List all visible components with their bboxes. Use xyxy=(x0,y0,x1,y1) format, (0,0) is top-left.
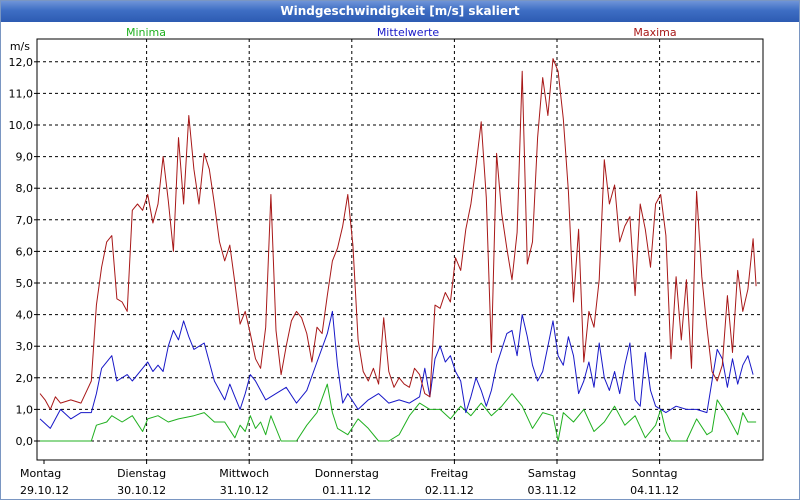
x-tick-day-0: Montag xyxy=(20,467,61,480)
series-maxima-line xyxy=(39,58,757,410)
x-tick-date-1: 30.10.12 xyxy=(117,484,166,497)
vertical-gridlines xyxy=(146,39,661,460)
y-axis-label: m/s xyxy=(10,40,30,53)
legend-maxima: Maxima xyxy=(633,26,676,39)
x-tick-date-5: 03.11.12 xyxy=(528,484,577,497)
x-tick-day-3: Donnerstag xyxy=(315,467,379,480)
horizontal-gridlines xyxy=(37,61,763,442)
y-tick-label-9: 9,0 xyxy=(16,151,34,164)
x-tick-day-4: Freitag xyxy=(431,467,469,480)
legend-minima: Minima xyxy=(126,26,166,39)
y-tick-label-10: 10,0 xyxy=(9,119,34,132)
x-tick-date-2: 31.10.12 xyxy=(220,484,269,497)
x-axis-ticks: Montag 29.10.12 Dienstag 30.10.12 Mittwoch 31… xyxy=(20,460,679,497)
x-tick-date-0: 29.10.12 xyxy=(20,484,69,497)
x-tick-date-4: 02.11.12 xyxy=(425,484,474,497)
y-tick-label-6: 6,0 xyxy=(16,245,34,258)
x-tick-day-2: Mittwoch xyxy=(219,467,269,480)
series-mittelwerte-line xyxy=(39,310,754,429)
y-tick-label-1: 1,0 xyxy=(16,403,34,416)
legend-mittelwerte: Mittelwerte xyxy=(377,26,440,39)
y-tick-label-5: 5,0 xyxy=(16,277,34,290)
data-series xyxy=(39,58,757,442)
plot-area xyxy=(36,38,764,461)
y-tick-label-12: 12,0 xyxy=(9,56,34,69)
y-axis-ticks: 0,0 1,0 2,0 3,0 4,0 5,0 6,0 7,0 8,0 9,0 10,0 11,0 12… xyxy=(9,56,37,448)
x-tick-date-3: 01.11.12 xyxy=(322,484,371,497)
x-tick-day-5: Samstag xyxy=(528,467,576,480)
x-tick-date-6: 04.11.12 xyxy=(630,484,679,497)
y-tick-label-0: 0,0 xyxy=(16,435,34,448)
y-tick-label-4: 4,0 xyxy=(16,309,34,322)
title-bar: Windgeschwindigkeit [m/s] skaliert xyxy=(1,1,799,22)
y-tick-label-8: 8,0 xyxy=(16,182,34,195)
x-tick-day-1: Dienstag xyxy=(117,467,166,480)
series-minima-line xyxy=(40,383,757,442)
y-tick-label-2: 2,0 xyxy=(16,372,34,385)
y-tick-label-7: 7,0 xyxy=(16,214,34,227)
y-tick-label-11: 11,0 xyxy=(9,87,34,100)
x-tick-day-6: Sonntag xyxy=(632,467,678,480)
window-title: Windgeschwindigkeit [m/s] skaliert xyxy=(280,4,520,18)
y-tick-label-3: 3,0 xyxy=(16,340,34,353)
